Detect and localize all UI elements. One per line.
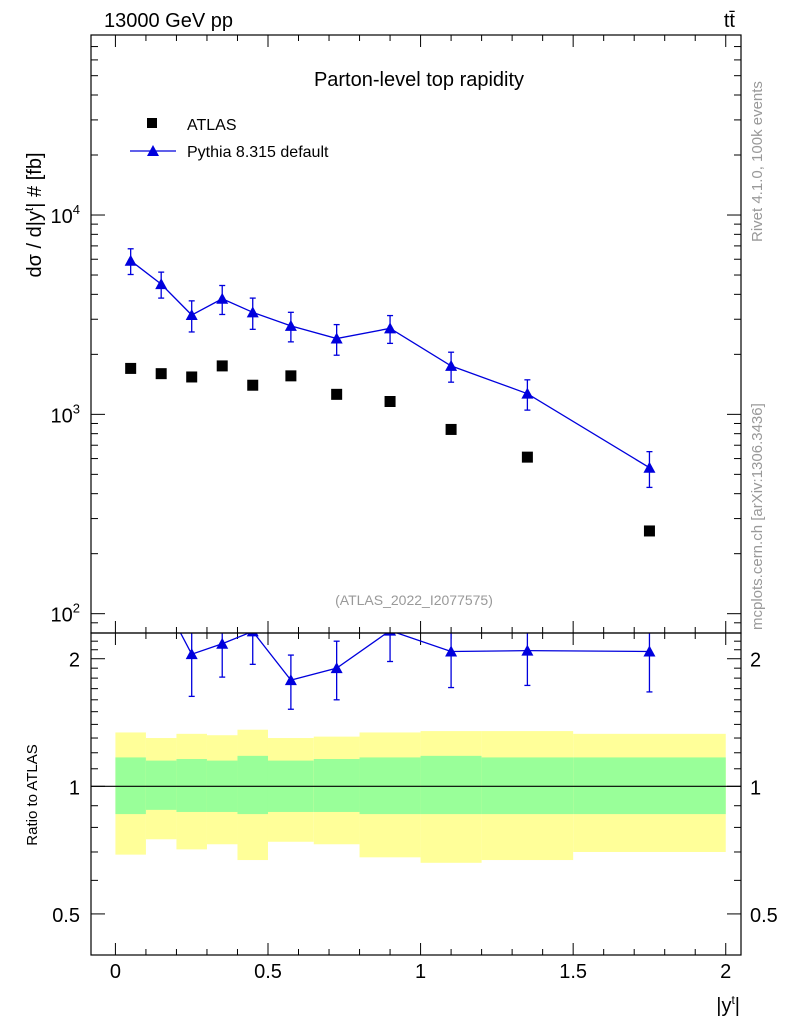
- atlas-point-0: [125, 362, 137, 374]
- ratio-panel: [91, 551, 741, 955]
- y-tick-label-2: 104: [51, 202, 80, 228]
- pythia-ratio-point-8: [445, 645, 458, 657]
- pythia-ratio-point-0: [125, 551, 137, 562]
- legend-label-pythia: Pythia 8.315 default: [187, 144, 329, 161]
- atlas-point-8: [445, 423, 457, 435]
- atlas-point-1: [155, 368, 167, 380]
- y-tick-label-base: 10: [51, 405, 73, 427]
- pythia-ratio-point-6: [330, 662, 343, 674]
- pythia-ratio-point-9: [521, 644, 534, 656]
- ratio-inner-band-6: [313, 759, 360, 812]
- x-tick-label-4: 2: [720, 961, 731, 983]
- ratio-tick-label-left-0: 0.5: [52, 905, 80, 927]
- legend: ATLAS Pythia 8.315 default: [130, 117, 329, 161]
- pythia-ratio-point-1: [155, 590, 167, 601]
- ratio-tick-label-right-1: 1: [750, 777, 761, 799]
- pythia-ratio-point-5: [284, 674, 297, 686]
- ratio-tick-label-right-2: 2: [750, 650, 761, 672]
- pythia-point-10: [643, 461, 656, 473]
- atlas-point-2: [186, 371, 198, 383]
- ratio-inner-band-1: [145, 760, 177, 810]
- main-panel: [91, 34, 741, 634]
- atlas-point-7: [384, 396, 396, 408]
- y-tick-label-exp: 3: [73, 401, 80, 416]
- x-tick-label-2: 1: [415, 961, 426, 983]
- atlas-point-4: [247, 379, 259, 391]
- x-axis-label-end: |: [735, 995, 740, 1017]
- atlas-point-3: [216, 360, 228, 372]
- ratio-tick-label-right-0: 0.5: [750, 905, 778, 927]
- source-label: mcplots.cern.ch [arXiv:1306.3436]: [749, 403, 766, 630]
- ratio-panel-frame: [90, 632, 742, 956]
- pythia-ratio-point-10: [643, 645, 656, 657]
- ratio-y-axis-label: Ratio to ATLAS: [24, 744, 41, 845]
- x-axis-label-sup: t: [731, 993, 735, 1007]
- ratio-inner-band-4: [237, 755, 268, 815]
- pythia-ratio-point-4: [246, 633, 259, 637]
- pythia-point-0: [124, 254, 137, 266]
- atlas-point-10: [643, 525, 655, 537]
- ratio-inner-band-2: [176, 759, 207, 812]
- ratio-tick-label-left-2: 2: [69, 650, 80, 672]
- y-tick-label-1: 103: [51, 401, 80, 427]
- atlas-point-9: [521, 451, 533, 463]
- x-tick-label-1: 0.5: [254, 961, 282, 983]
- rivet-label: Rivet 4.1.0, 100k events: [749, 81, 766, 242]
- y-axis-label-main: dσ / d|y: [24, 211, 46, 277]
- y-axis-label: dσ / d|yt| # [fb]: [22, 152, 46, 277]
- x-axis-label: |yt|: [716, 993, 740, 1017]
- chart-title: Parton-level top rapidity: [314, 69, 524, 91]
- y-tick-label-exp: 2: [73, 601, 80, 616]
- pythia-point-5: [284, 319, 297, 331]
- pythia-point-2: [185, 309, 198, 321]
- atlas-point-5: [285, 370, 297, 382]
- pythia-point-3: [216, 292, 229, 304]
- x-tick-label-0: 0: [110, 961, 121, 983]
- pythia-ratio-point-2: [185, 648, 198, 660]
- x-axis-label-main: |y: [716, 995, 731, 1017]
- pythia-ratio-point-3: [216, 637, 229, 649]
- atlas-point-6: [331, 388, 343, 400]
- x-tick-label-3: 1.5: [559, 961, 587, 983]
- pythia-ratio-point-7: [384, 633, 397, 636]
- pythia-point-9: [521, 387, 534, 399]
- y-tick-label-base: 10: [51, 605, 73, 627]
- pythia-point-7: [384, 322, 397, 334]
- y-tick-label-0: 102: [51, 601, 80, 627]
- process-label: tt̄: [724, 10, 736, 32]
- legend-marker-pythia: [147, 145, 159, 156]
- y-tick-label-base: 10: [51, 206, 73, 228]
- legend-label-atlas: ATLAS: [187, 117, 237, 134]
- pythia-point-8: [445, 359, 458, 371]
- pythia-point-1: [155, 278, 168, 290]
- y-axis-label-sup: t: [22, 207, 36, 211]
- energy-label: 13000 GeV pp: [104, 10, 233, 32]
- legend-marker-atlas: [147, 118, 157, 128]
- watermark: (ATLAS_2022_I2077575): [335, 592, 493, 608]
- pythia-point-4: [246, 306, 259, 318]
- pythia-line: [130, 260, 650, 469]
- ratio-inner-band-8: [420, 755, 482, 815]
- ratio-tick-label-left-1: 1: [69, 777, 80, 799]
- pythia-point-6: [330, 332, 343, 344]
- y-tick-label-exp: 4: [73, 202, 80, 217]
- y-axis-label-end: | # [fb]: [24, 152, 46, 207]
